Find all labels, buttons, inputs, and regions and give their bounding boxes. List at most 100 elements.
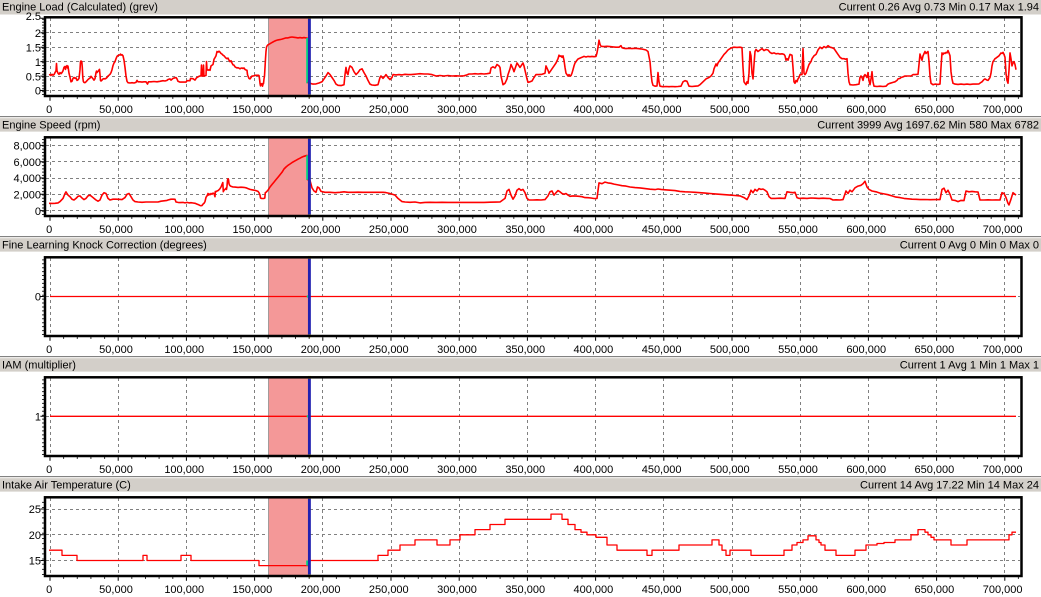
svg-text:Current 3999 Avg 1697.62 Min 5: Current 3999 Avg 1697.62 Min 580 Max 678…	[817, 120, 1039, 132]
svg-text:150,000: 150,000	[233, 224, 273, 236]
svg-text:500,000: 500,000	[710, 584, 750, 596]
svg-text:300,000: 300,000	[437, 584, 477, 596]
svg-text:15: 15	[29, 556, 41, 568]
svg-text:450,000: 450,000	[642, 584, 682, 596]
svg-text:200,000: 200,000	[301, 584, 341, 596]
svg-text:300,000: 300,000	[437, 464, 477, 476]
svg-text:300,000: 300,000	[437, 104, 477, 116]
svg-text:2.5: 2.5	[26, 11, 41, 23]
svg-text:20: 20	[29, 530, 41, 542]
svg-text:500,000: 500,000	[710, 104, 750, 116]
svg-text:100,000: 100,000	[164, 224, 204, 236]
svg-text:300,000: 300,000	[437, 224, 477, 236]
svg-text:250,000: 250,000	[369, 584, 409, 596]
svg-text:50,000: 50,000	[99, 104, 133, 116]
svg-text:Intake Air Temperature (C): Intake Air Temperature (C)	[2, 480, 131, 492]
svg-text:250,000: 250,000	[369, 224, 409, 236]
svg-text:2,000: 2,000	[13, 190, 41, 202]
svg-text:0.5: 0.5	[26, 71, 41, 83]
svg-text:450,000: 450,000	[642, 104, 682, 116]
svg-text:500,000: 500,000	[710, 464, 750, 476]
svg-text:25: 25	[29, 504, 41, 516]
svg-text:150,000: 150,000	[233, 104, 273, 116]
svg-text:700,000: 700,000	[983, 224, 1023, 236]
svg-text:6,000: 6,000	[13, 157, 41, 169]
svg-text:600,000: 600,000	[846, 464, 886, 476]
svg-text:650,000: 650,000	[915, 224, 955, 236]
svg-text:250,000: 250,000	[369, 344, 409, 356]
svg-text:350,000: 350,000	[505, 464, 545, 476]
svg-text:550,000: 550,000	[778, 224, 818, 236]
svg-text:350,000: 350,000	[505, 104, 545, 116]
svg-text:IAM (multiplier): IAM (multiplier)	[2, 360, 76, 372]
svg-text:100,000: 100,000	[164, 344, 204, 356]
svg-text:550,000: 550,000	[778, 344, 818, 356]
svg-text:Engine Speed (rpm): Engine Speed (rpm)	[2, 120, 100, 132]
svg-text:450,000: 450,000	[642, 464, 682, 476]
svg-text:600,000: 600,000	[846, 224, 886, 236]
svg-text:300,000: 300,000	[437, 344, 477, 356]
svg-text:700,000: 700,000	[983, 104, 1023, 116]
svg-text:350,000: 350,000	[505, 224, 545, 236]
svg-text:0: 0	[46, 344, 52, 356]
svg-text:0: 0	[35, 206, 41, 218]
svg-text:Current 0 Avg 0 Min 0 Max 0: Current 0 Avg 0 Min 0 Max 0	[900, 240, 1039, 252]
svg-text:650,000: 650,000	[915, 104, 955, 116]
svg-text:550,000: 550,000	[778, 584, 818, 596]
svg-text:1: 1	[35, 57, 41, 69]
svg-text:50,000: 50,000	[99, 584, 133, 596]
svg-text:450,000: 450,000	[642, 224, 682, 236]
svg-text:Current 14 Avg 17.22 Min 14 Ma: Current 14 Avg 17.22 Min 14 Max 24	[860, 480, 1039, 492]
svg-text:50,000: 50,000	[99, 344, 133, 356]
svg-text:0: 0	[46, 464, 52, 476]
svg-text:650,000: 650,000	[915, 344, 955, 356]
svg-text:700,000: 700,000	[983, 464, 1023, 476]
svg-text:150,000: 150,000	[233, 464, 273, 476]
svg-text:400,000: 400,000	[574, 344, 614, 356]
svg-text:350,000: 350,000	[505, 344, 545, 356]
svg-text:0: 0	[46, 584, 52, 596]
svg-text:150,000: 150,000	[233, 344, 273, 356]
svg-text:150,000: 150,000	[233, 584, 273, 596]
svg-text:500,000: 500,000	[710, 344, 750, 356]
svg-text:Current 1 Avg 1 Min 1 Max 1: Current 1 Avg 1 Min 1 Max 1	[900, 360, 1039, 372]
svg-text:200,000: 200,000	[301, 224, 341, 236]
svg-text:0: 0	[35, 86, 41, 98]
svg-text:450,000: 450,000	[642, 344, 682, 356]
svg-text:600,000: 600,000	[846, 104, 886, 116]
svg-text:50,000: 50,000	[99, 464, 133, 476]
svg-text:200,000: 200,000	[301, 344, 341, 356]
svg-text:250,000: 250,000	[369, 464, 409, 476]
svg-text:4,000: 4,000	[13, 173, 41, 185]
svg-text:Engine Load (Calculated) (grev: Engine Load (Calculated) (grev)	[2, 1, 158, 13]
svg-text:0: 0	[46, 224, 52, 236]
svg-text:500,000: 500,000	[710, 224, 750, 236]
svg-text:550,000: 550,000	[778, 464, 818, 476]
svg-text:700,000: 700,000	[983, 584, 1023, 596]
svg-text:100,000: 100,000	[164, 104, 204, 116]
svg-text:100,000: 100,000	[164, 464, 204, 476]
svg-text:400,000: 400,000	[574, 584, 614, 596]
svg-text:0: 0	[46, 104, 52, 116]
svg-text:200,000: 200,000	[301, 464, 341, 476]
svg-text:2: 2	[35, 28, 41, 40]
svg-text:400,000: 400,000	[574, 224, 614, 236]
svg-text:0: 0	[35, 292, 41, 304]
svg-text:100,000: 100,000	[164, 584, 204, 596]
svg-text:200,000: 200,000	[301, 104, 341, 116]
svg-text:Fine Learning Knock Correction: Fine Learning Knock Correction (degrees)	[2, 240, 207, 252]
svg-text:650,000: 650,000	[915, 464, 955, 476]
svg-text:50,000: 50,000	[99, 224, 133, 236]
svg-text:600,000: 600,000	[846, 584, 886, 596]
svg-text:700,000: 700,000	[983, 344, 1023, 356]
svg-text:600,000: 600,000	[846, 344, 886, 356]
svg-text:400,000: 400,000	[574, 104, 614, 116]
svg-text:1.5: 1.5	[26, 42, 41, 54]
svg-text:1: 1	[35, 412, 41, 424]
svg-text:400,000: 400,000	[574, 464, 614, 476]
svg-text:550,000: 550,000	[778, 104, 818, 116]
svg-text:8,000: 8,000	[13, 141, 41, 153]
svg-text:350,000: 350,000	[505, 584, 545, 596]
svg-text:650,000: 650,000	[915, 584, 955, 596]
svg-text:250,000: 250,000	[369, 104, 409, 116]
